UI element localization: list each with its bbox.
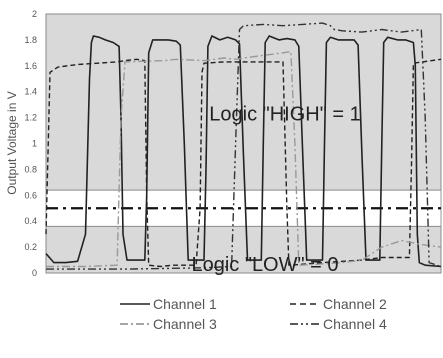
y-tick-label: 1.2 (24, 113, 37, 123)
y-tick-label: 0 (32, 268, 37, 278)
legend-item-channel-2: Channel 2 (290, 294, 387, 314)
y-tick-label: 0.4 (24, 216, 37, 226)
legend-item-channel-4: Channel 4 (290, 314, 387, 334)
y-tick-label: 0.2 (24, 242, 37, 252)
legend-item-channel-3: Channel 3 (120, 314, 217, 334)
legend-label: Channel 3 (153, 316, 217, 332)
y-tick-label: 0.8 (24, 164, 37, 174)
series-line-channel-2 (45, 58, 442, 268)
series-line-channel-4 (46, 22, 442, 270)
y-tick-label: 1.6 (24, 61, 37, 71)
legend: Channel 1 Channel 2 Channel 3 Channel 4 (0, 292, 443, 358)
y-tick-label: 0.6 (24, 190, 37, 200)
series-line-channel-1 (45, 35, 442, 268)
y-tick-label: 2 (32, 9, 37, 19)
logic-low-label: Logic "LOW" = 0 (191, 254, 338, 276)
logic-high-label: Logic "HIGH" = 1 (209, 104, 360, 126)
legend-item-channel-1: Channel 1 (120, 294, 217, 314)
chart: 0 0.2 0.4 0.6 0.8 1 1.2 1.4 1.6 1.8 2 Logic "HIGH"… (5, 9, 442, 278)
y-axis-label: Output Voltage in V (5, 91, 19, 194)
y-tick-label: 1 (32, 139, 37, 149)
legend-label: Channel 2 (323, 296, 387, 312)
legend-label: Channel 4 (323, 316, 387, 332)
series-line-channel-3 (46, 50, 442, 268)
y-tick-label: 1.8 (24, 35, 37, 45)
legend-label: Channel 1 (153, 296, 217, 312)
y-tick-label: 1.4 (24, 87, 37, 97)
